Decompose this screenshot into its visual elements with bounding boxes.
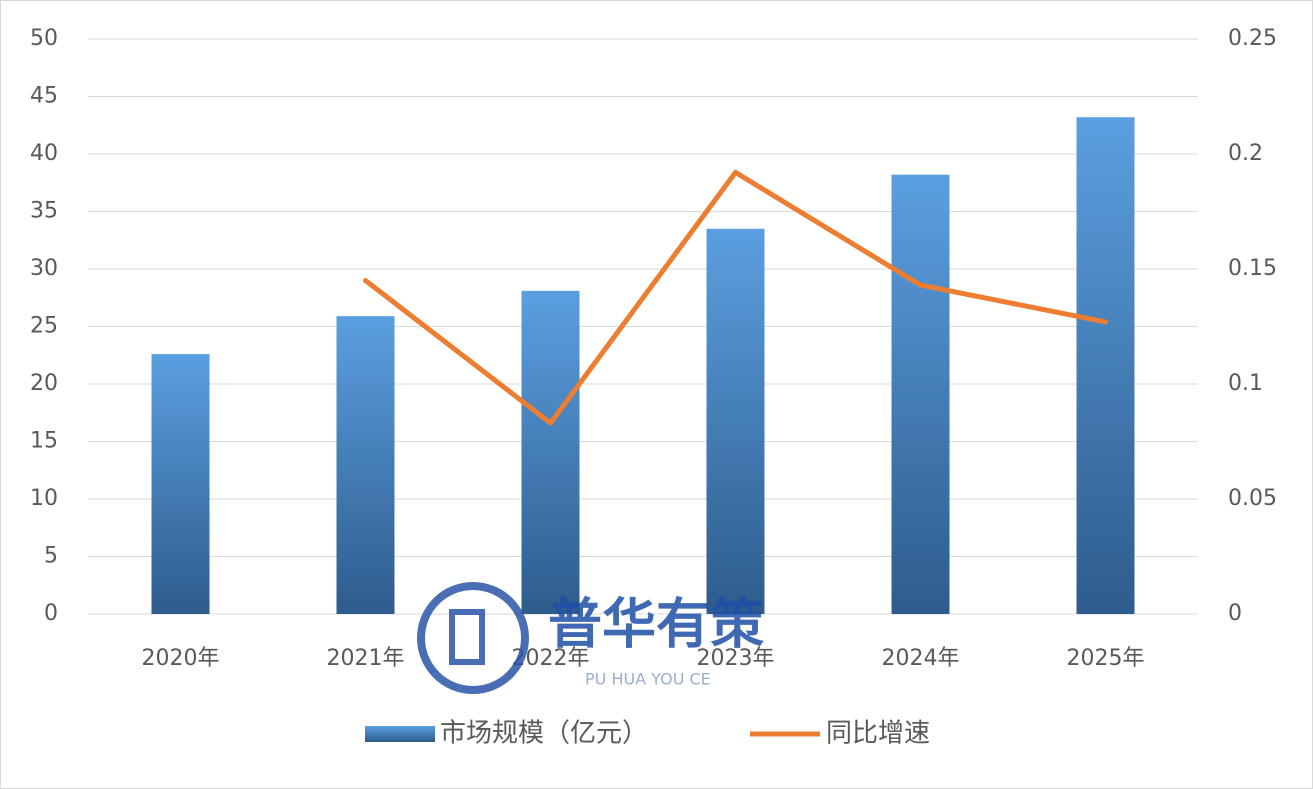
x-tick-label: 2023年 xyxy=(697,646,775,671)
y2-tick-label: 0.25 xyxy=(1228,26,1277,51)
y2-tick-label: 0.15 xyxy=(1228,256,1277,281)
bar xyxy=(521,290,580,614)
x-tick-label: 2020年 xyxy=(142,646,220,671)
bar xyxy=(151,354,210,614)
y-tick-label: 15 xyxy=(30,429,58,454)
legend-swatch xyxy=(365,726,435,742)
watermark: 普华有策 PU HUA YOU CE xyxy=(417,582,764,694)
y2-tick-label: 0.05 xyxy=(1228,486,1277,511)
y2-tick-label: 0 xyxy=(1228,601,1242,626)
y-tick-label: 50 xyxy=(30,26,58,51)
y-tick-label: 5 xyxy=(44,544,58,569)
line xyxy=(363,169,1108,426)
y2-tick-label: 0.1 xyxy=(1228,371,1263,396)
watermark-logo-mark xyxy=(449,609,485,665)
plot-area: 0 5 10 15 20 25 30 35 40 45 50 0 0.05 0.1 0.15 0.2 0.25 2… xyxy=(30,26,1277,671)
legend-label: 市场规模（亿元） xyxy=(440,719,648,749)
watermark-logo xyxy=(417,582,529,694)
y-tick-label: 30 xyxy=(30,256,58,281)
y-tick-label: 25 xyxy=(30,314,58,339)
y2-tick-label: 0.2 xyxy=(1228,141,1263,166)
y-tick-label: 40 xyxy=(30,141,58,166)
bar xyxy=(336,316,395,614)
x-tick-label: 2025年 xyxy=(1067,646,1145,671)
y-tick-label: 20 xyxy=(30,371,58,396)
x-tick-label: 2021年 xyxy=(327,646,405,671)
bar xyxy=(891,174,950,614)
y-tick-label: 35 xyxy=(30,199,58,224)
bar xyxy=(706,228,765,614)
legend-label: 同比增速 xyxy=(826,719,930,749)
watermark-title: 普华有策 xyxy=(548,593,764,656)
bar xyxy=(1076,117,1135,614)
y-tick-label: 0 xyxy=(44,601,58,626)
y-tick-label: 10 xyxy=(30,486,58,511)
watermark-subtitle: PU HUA YOU CE xyxy=(585,670,711,689)
x-tick-label: 2024年 xyxy=(882,646,960,671)
y-tick-label: 45 xyxy=(30,84,58,109)
